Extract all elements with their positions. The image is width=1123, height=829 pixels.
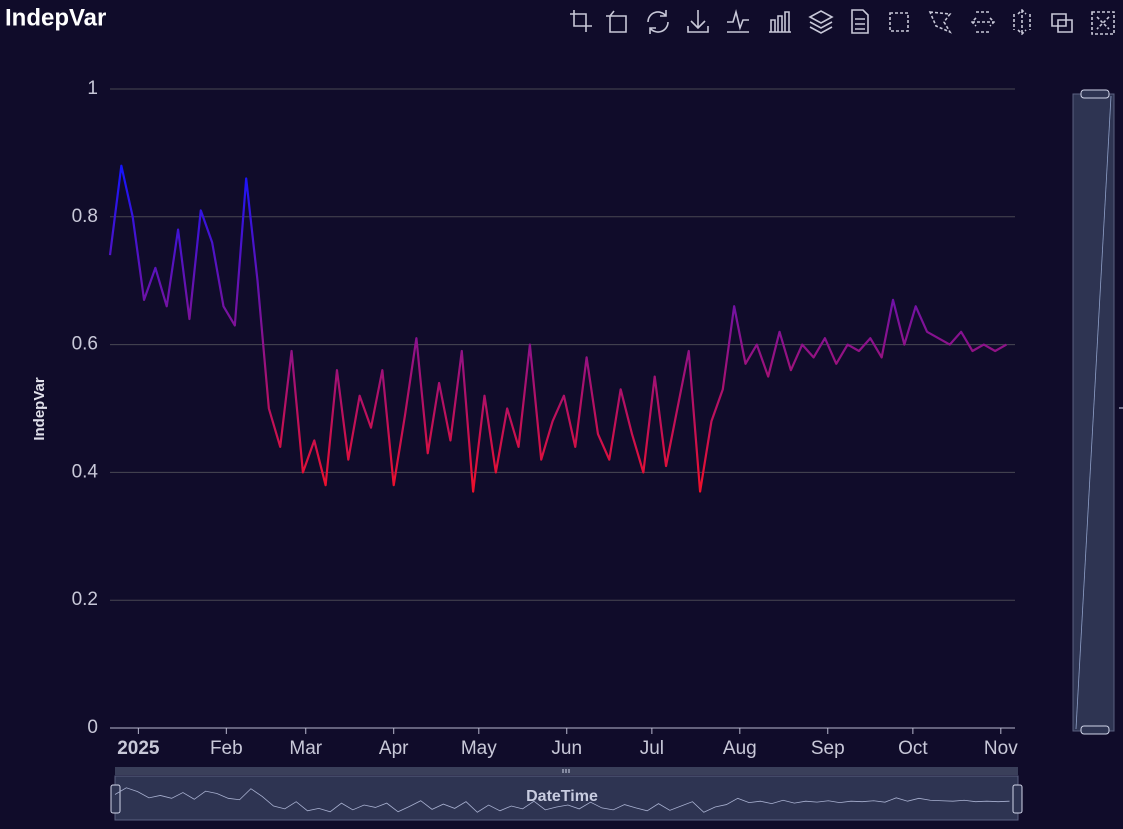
y-axis-label: IndepVar	[31, 377, 48, 441]
x-tick-label: Nov	[984, 738, 1018, 759]
x-tick-label: Feb	[210, 738, 243, 759]
y-slider-preview	[1075, 95, 1112, 730]
x-tick-label: May	[461, 738, 497, 759]
y-tick-label: 0.2	[72, 589, 98, 610]
x-slider-label: DateTime	[526, 788, 598, 805]
tool-stack[interactable]	[808, 10, 834, 34]
zoom-preview-line	[114, 787, 1010, 813]
x-tick-label: Sep	[811, 738, 845, 759]
tool-rect-select[interactable]	[889, 12, 909, 32]
tool-bar[interactable]	[769, 11, 791, 33]
y-tick-label: 1	[87, 78, 98, 99]
tool-line[interactable]	[727, 8, 749, 33]
x-slider-handle[interactable]	[1012, 784, 1023, 814]
chart-title: IndepVar	[5, 4, 106, 31]
x-tick-label: Aug	[723, 738, 757, 759]
y-slider-handle[interactable]	[1080, 725, 1110, 735]
y-tick-label: 0.8	[72, 206, 98, 227]
x-slider-window[interactable]	[114, 775, 1019, 821]
x-slider-handle[interactable]	[110, 784, 121, 814]
tool-save[interactable]	[687, 10, 709, 33]
tool-line-x[interactable]	[970, 11, 996, 33]
y-tick-label: 0.6	[72, 334, 98, 355]
y-slider-handle[interactable]	[1080, 89, 1110, 99]
tool-data[interactable]	[851, 9, 869, 34]
x-tick-label: Mar	[289, 738, 322, 759]
tool-keep[interactable]	[1051, 13, 1073, 33]
data-line	[108, 164, 1008, 493]
x-zoom-slider[interactable]	[110, 767, 1023, 821]
x-tick-label: Oct	[898, 738, 928, 759]
x-slider-grip[interactable]	[562, 769, 570, 773]
tool-restore[interactable]	[647, 10, 669, 34]
tool-back[interactable]	[606, 10, 627, 33]
tool-polygon[interactable]	[928, 11, 952, 34]
toolbox	[570, 8, 1115, 36]
y-tick-label: 0	[87, 717, 98, 738]
x-tick-label: Jul	[640, 738, 664, 759]
tool-line-y[interactable]	[1013, 8, 1031, 36]
x-tick-label: 2025	[117, 738, 160, 759]
y-zoom-slider[interactable]	[1072, 89, 1123, 735]
tool-clear[interactable]	[1091, 11, 1115, 35]
x-tick-label: Jun	[551, 738, 582, 759]
tool-zoom[interactable]	[570, 10, 592, 32]
y-tick-label: 0.4	[72, 461, 99, 482]
x-tick-label: Apr	[379, 738, 409, 759]
